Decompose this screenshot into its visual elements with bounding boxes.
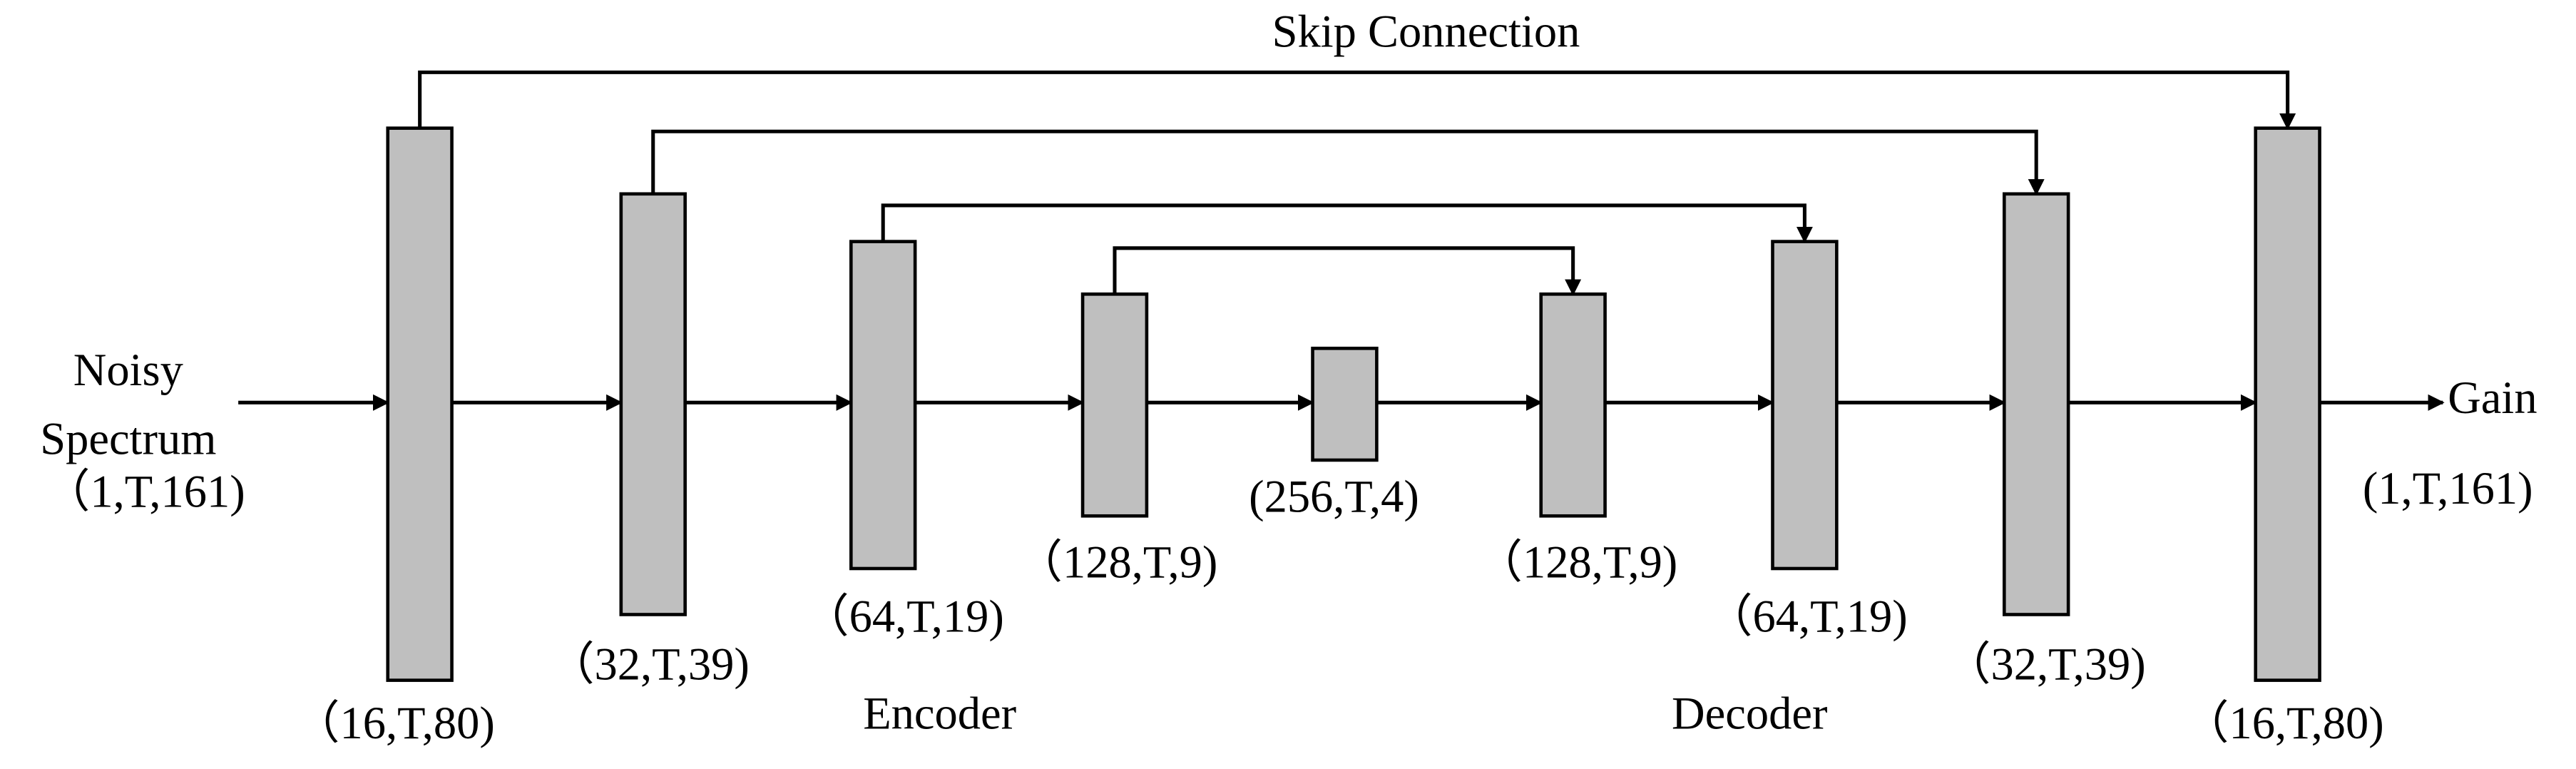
block-shape: （16,T,80) <box>294 698 495 748</box>
section-label: Encoder <box>863 688 1016 738</box>
output-shape: (1,T,161) <box>2363 463 2533 514</box>
layer-block <box>1539 292 1607 518</box>
input-label: Noisy <box>73 345 183 395</box>
block-shape: (256,T,4) <box>1249 471 1419 521</box>
block-shape: （128,T,9) <box>1017 536 1218 587</box>
block-shape: （16,T,80) <box>2183 698 2384 748</box>
block-shape: （64,T,19) <box>1707 591 1908 641</box>
layer-block <box>1311 347 1379 462</box>
layer-block <box>2002 192 2070 616</box>
skip-connection <box>881 203 1813 243</box>
layer-block <box>386 126 454 682</box>
skip-connection <box>651 129 2045 196</box>
layer-block <box>2254 126 2321 682</box>
layer-block <box>619 192 687 616</box>
skip-connection <box>1113 246 1582 296</box>
skip-connection <box>418 70 2296 130</box>
layer-block <box>1080 292 1149 518</box>
layer-block <box>849 240 917 571</box>
input-label: Spectrum <box>40 414 216 464</box>
block-shape: （128,T,9) <box>1477 536 1678 587</box>
block-shape: （64,T,19) <box>803 591 1004 641</box>
input-shape: （1,T,161) <box>44 466 245 516</box>
title: Skip Connection <box>1272 6 1580 56</box>
output-label: Gain <box>2448 372 2537 423</box>
block-shape: （32,T,39) <box>548 638 750 689</box>
block-shape: （32,T,39) <box>1945 638 2146 689</box>
layer-block <box>1771 240 1839 571</box>
section-label: Decoder <box>1672 688 1827 738</box>
